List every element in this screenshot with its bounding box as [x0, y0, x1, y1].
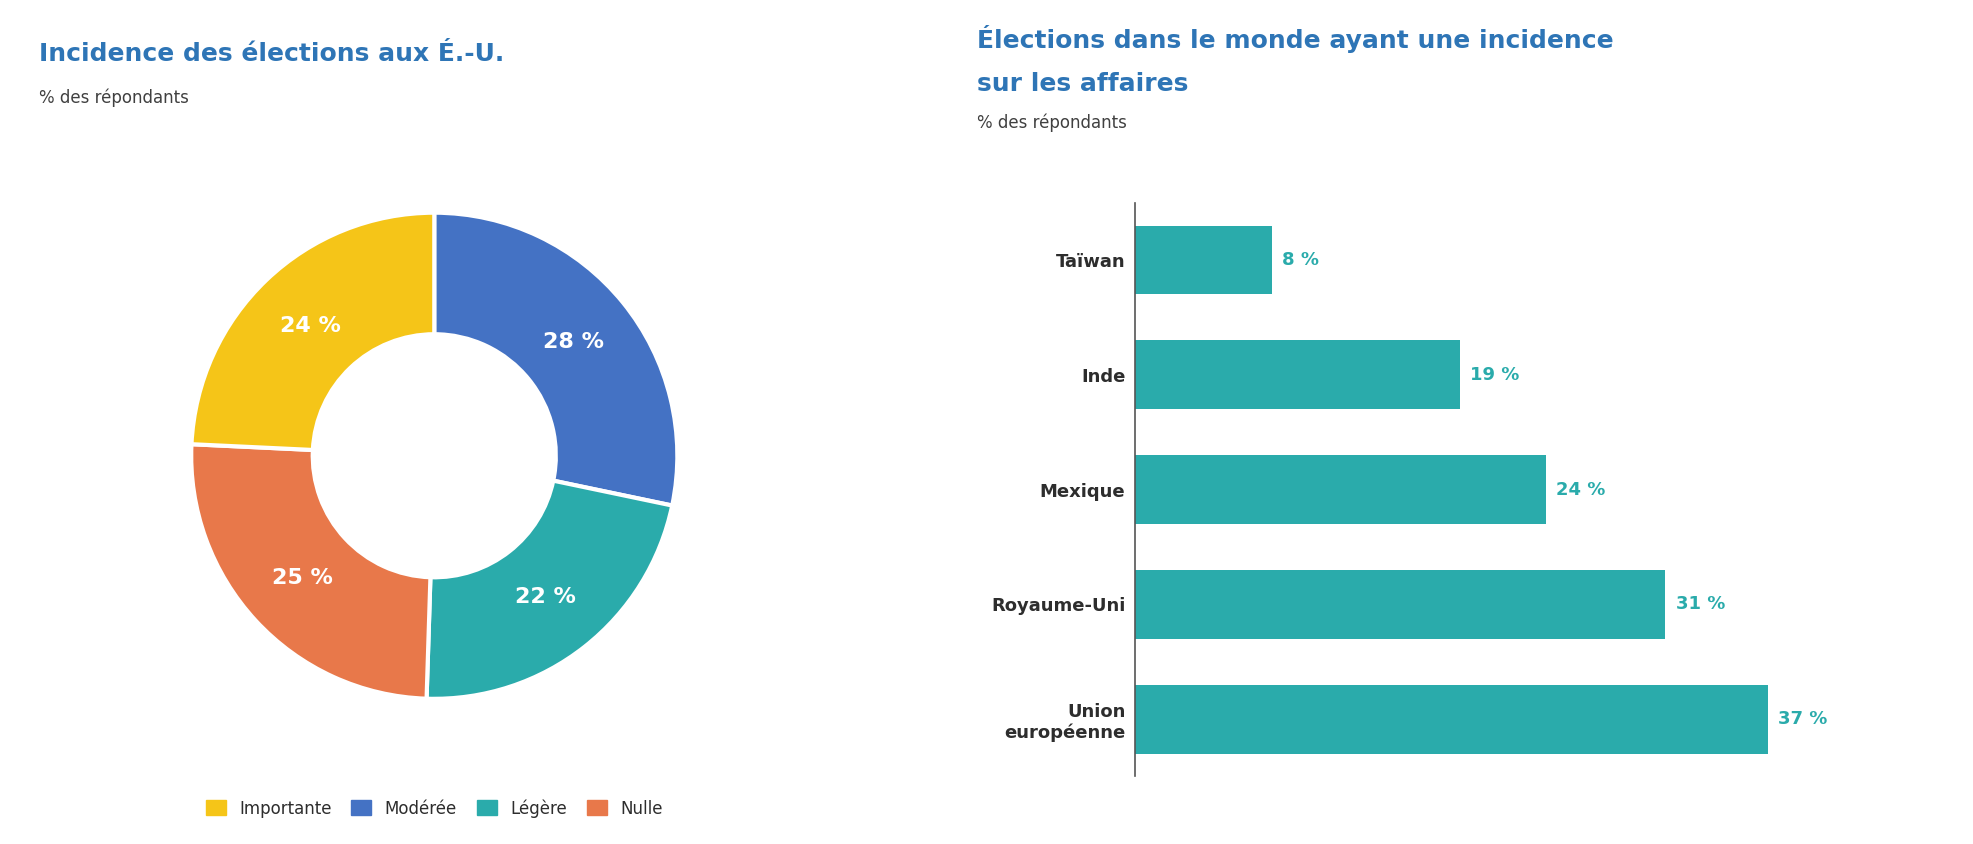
Text: 19 %: 19 % [1470, 365, 1519, 384]
Text: 8 %: 8 % [1282, 251, 1318, 269]
Text: 28 %: 28 % [543, 333, 604, 352]
Wedge shape [191, 213, 434, 450]
Wedge shape [434, 213, 677, 506]
Text: Incidence des élections aux É.-U.: Incidence des élections aux É.-U. [39, 42, 505, 66]
Wedge shape [426, 480, 673, 699]
Text: 37 %: 37 % [1778, 710, 1827, 728]
Text: 25 %: 25 % [272, 568, 331, 587]
Text: 31 %: 31 % [1675, 595, 1724, 614]
Legend: Importante, Modérée, Légère, Nulle: Importante, Modérée, Légère, Nulle [199, 793, 669, 825]
Text: 24 %: 24 % [1555, 480, 1604, 499]
Text: sur les affaires: sur les affaires [977, 72, 1188, 95]
Bar [1134, 570, 1665, 639]
Text: 24 %: 24 % [280, 316, 341, 336]
Bar [1134, 684, 1768, 754]
Text: % des répondants: % des répondants [39, 89, 189, 107]
Bar [1134, 340, 1460, 409]
Text: Élections dans le monde ayant une incidence: Élections dans le monde ayant une incide… [977, 25, 1614, 53]
Bar [1134, 455, 1545, 524]
Wedge shape [191, 444, 430, 699]
Text: 22 %: 22 % [515, 587, 576, 607]
Bar [1134, 225, 1271, 295]
Text: % des répondants: % des répondants [977, 114, 1127, 133]
